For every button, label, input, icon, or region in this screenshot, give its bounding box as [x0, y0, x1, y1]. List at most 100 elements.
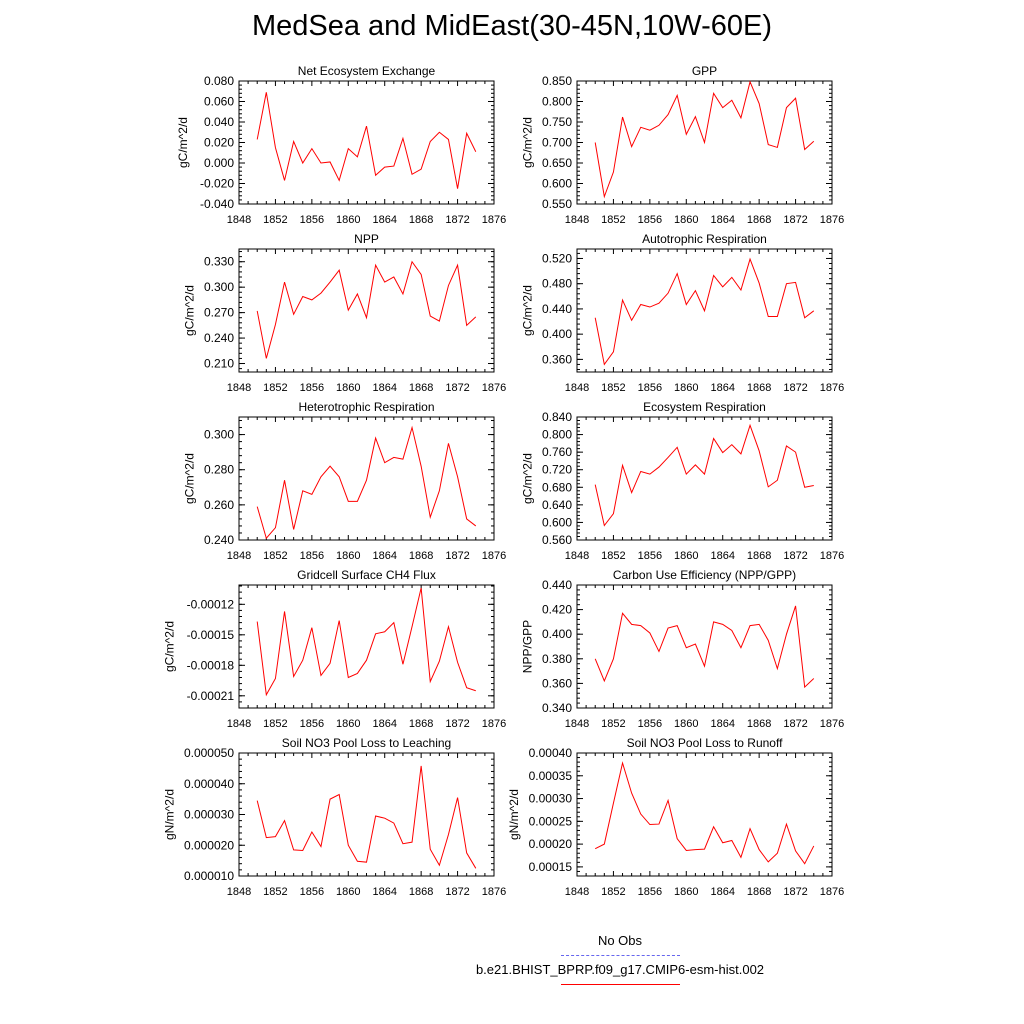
chart-title: Soil NO3 Pool Loss to Leaching	[282, 736, 451, 750]
y-tick-label: -0.00018	[187, 658, 235, 672]
chart-title: Gridcell Surface CH4 Flux	[297, 568, 436, 582]
y-tick-label: -0.00015	[187, 628, 235, 642]
series-line-1	[594, 257, 815, 366]
series-line-1	[256, 765, 477, 869]
x-tick-label: 1856	[638, 550, 662, 562]
x-tick-label: 1876	[820, 382, 844, 394]
x-tick-label: 1876	[820, 550, 844, 562]
y-tick-label: 0.600	[542, 177, 572, 191]
x-tick-label: 1856	[638, 382, 662, 394]
y-tick-label: 0.000010	[184, 869, 234, 883]
chart-title: Carbon Use Efficiency (NPP/GPP)	[613, 568, 796, 582]
x-tick-label: 1864	[372, 886, 396, 898]
plot-frame	[238, 584, 495, 709]
x-tick-label: 1852	[263, 382, 287, 394]
y-tick-label: 0.000020	[184, 838, 234, 852]
x-tick-label: 1872	[445, 718, 469, 730]
x-tick-label: 1876	[482, 718, 506, 730]
x-tick-label: 1864	[372, 718, 396, 730]
x-tick-label: 1864	[710, 382, 734, 394]
x-tick-label: 1876	[820, 214, 844, 226]
y-tick-label: 0.00040	[529, 746, 573, 760]
x-tick-label: 1876	[482, 214, 506, 226]
x-tick-label: 1856	[300, 214, 324, 226]
x-tick-label: 1876	[482, 382, 506, 394]
series-line-1	[594, 761, 815, 865]
x-tick-label: 1848	[227, 214, 251, 226]
series-line-1	[594, 80, 815, 199]
x-tick-label: 1864	[710, 550, 734, 562]
plot-frame	[238, 80, 495, 205]
x-tick-label: 1860	[674, 550, 698, 562]
y-tick-label: 0.700	[542, 136, 572, 150]
x-tick-label: 1860	[336, 550, 360, 562]
x-tick-label: 1860	[674, 718, 698, 730]
y-tick-label: 0.080	[204, 74, 234, 88]
x-tick-label: 1868	[747, 214, 771, 226]
y-tick-label: 0.400	[542, 627, 572, 641]
x-tick-label: 1864	[372, 550, 396, 562]
y-tick-label: 0.300	[204, 280, 234, 294]
y-tick-label: -0.020	[200, 177, 234, 191]
x-tick-label: 1872	[783, 214, 807, 226]
x-tick-label: 1856	[300, 550, 324, 562]
plot-frame	[238, 248, 495, 373]
y-tick-label: 0.240	[204, 331, 234, 345]
x-tick-label: 1852	[601, 382, 625, 394]
x-tick-label: 1872	[445, 382, 469, 394]
x-tick-label: 1876	[820, 718, 844, 730]
x-tick-label: 1848	[565, 718, 589, 730]
x-tick-label: 1868	[747, 886, 771, 898]
x-tick-label: 1848	[227, 718, 251, 730]
y-tick-label: -0.00012	[187, 597, 235, 611]
main-title: MedSea and MidEast(30-45N,10W-60E)	[251, 10, 773, 42]
x-tick-label: 1876	[482, 886, 506, 898]
y-tick-label: 0.600	[542, 515, 572, 529]
x-tick-label: 1856	[638, 886, 662, 898]
x-tick-label: 1852	[263, 886, 287, 898]
y-tick-label: 0.720	[542, 463, 572, 477]
x-tick-label: 1856	[300, 886, 324, 898]
y-tick-label: 0.240	[204, 533, 234, 547]
y-tick-label: 0.000	[204, 156, 234, 170]
plot-frame	[576, 416, 833, 541]
chart-title: Heterotrophic Respiration	[298, 400, 434, 414]
x-tick-label: 1872	[783, 550, 807, 562]
x-tick-label: 1872	[445, 550, 469, 562]
x-tick-label: 1848	[565, 214, 589, 226]
x-tick-label: 1860	[336, 718, 360, 730]
x-tick-label: 1856	[300, 718, 324, 730]
x-tick-label: 1876	[820, 886, 844, 898]
chart-panel-1: Net Ecosystem Exchange 1848 1852 1856 1860 18…	[176, 64, 506, 226]
y-tick-label: 0.280	[204, 463, 234, 477]
y-tick-label: 0.380	[542, 652, 572, 666]
x-tick-label: 1848	[565, 886, 589, 898]
plot-frame	[576, 584, 833, 709]
y-tick-label: 0.060	[204, 95, 234, 109]
chart-panel-7: Gridcell Surface CH4 Flux 1848 1852 1856 186…	[162, 568, 506, 730]
y-axis-label: gC/m^2/d	[176, 117, 190, 168]
y-tick-label: 0.00020	[529, 837, 573, 851]
y-tick-label: 0.360	[542, 676, 572, 690]
x-tick-label: 1868	[409, 550, 433, 562]
y-axis-label: gN/m^2/d	[162, 789, 176, 840]
x-tick-label: 1848	[565, 382, 589, 394]
x-tick-label: 1872	[783, 718, 807, 730]
y-tick-label: 0.850	[542, 74, 572, 88]
x-tick-label: 1852	[263, 550, 287, 562]
y-tick-label: 0.760	[542, 445, 572, 459]
x-tick-label: 1868	[409, 718, 433, 730]
x-tick-label: 1848	[565, 550, 589, 562]
x-tick-label: 1864	[710, 886, 734, 898]
y-tick-label: 0.330	[204, 255, 234, 269]
y-tick-label: 0.040	[204, 115, 234, 129]
chart-panel-3: NPP 1848 1852 1856 1860 1864 1868 1872 1876 0.210…	[183, 232, 507, 394]
x-tick-label: 1864	[710, 214, 734, 226]
y-tick-label: 0.680	[542, 480, 572, 494]
x-tick-label: 1860	[674, 214, 698, 226]
x-tick-label: 1860	[674, 886, 698, 898]
y-tick-label: 0.520	[542, 251, 572, 265]
y-tick-label: 0.00035	[529, 769, 573, 783]
y-tick-label: 0.00030	[529, 792, 573, 806]
